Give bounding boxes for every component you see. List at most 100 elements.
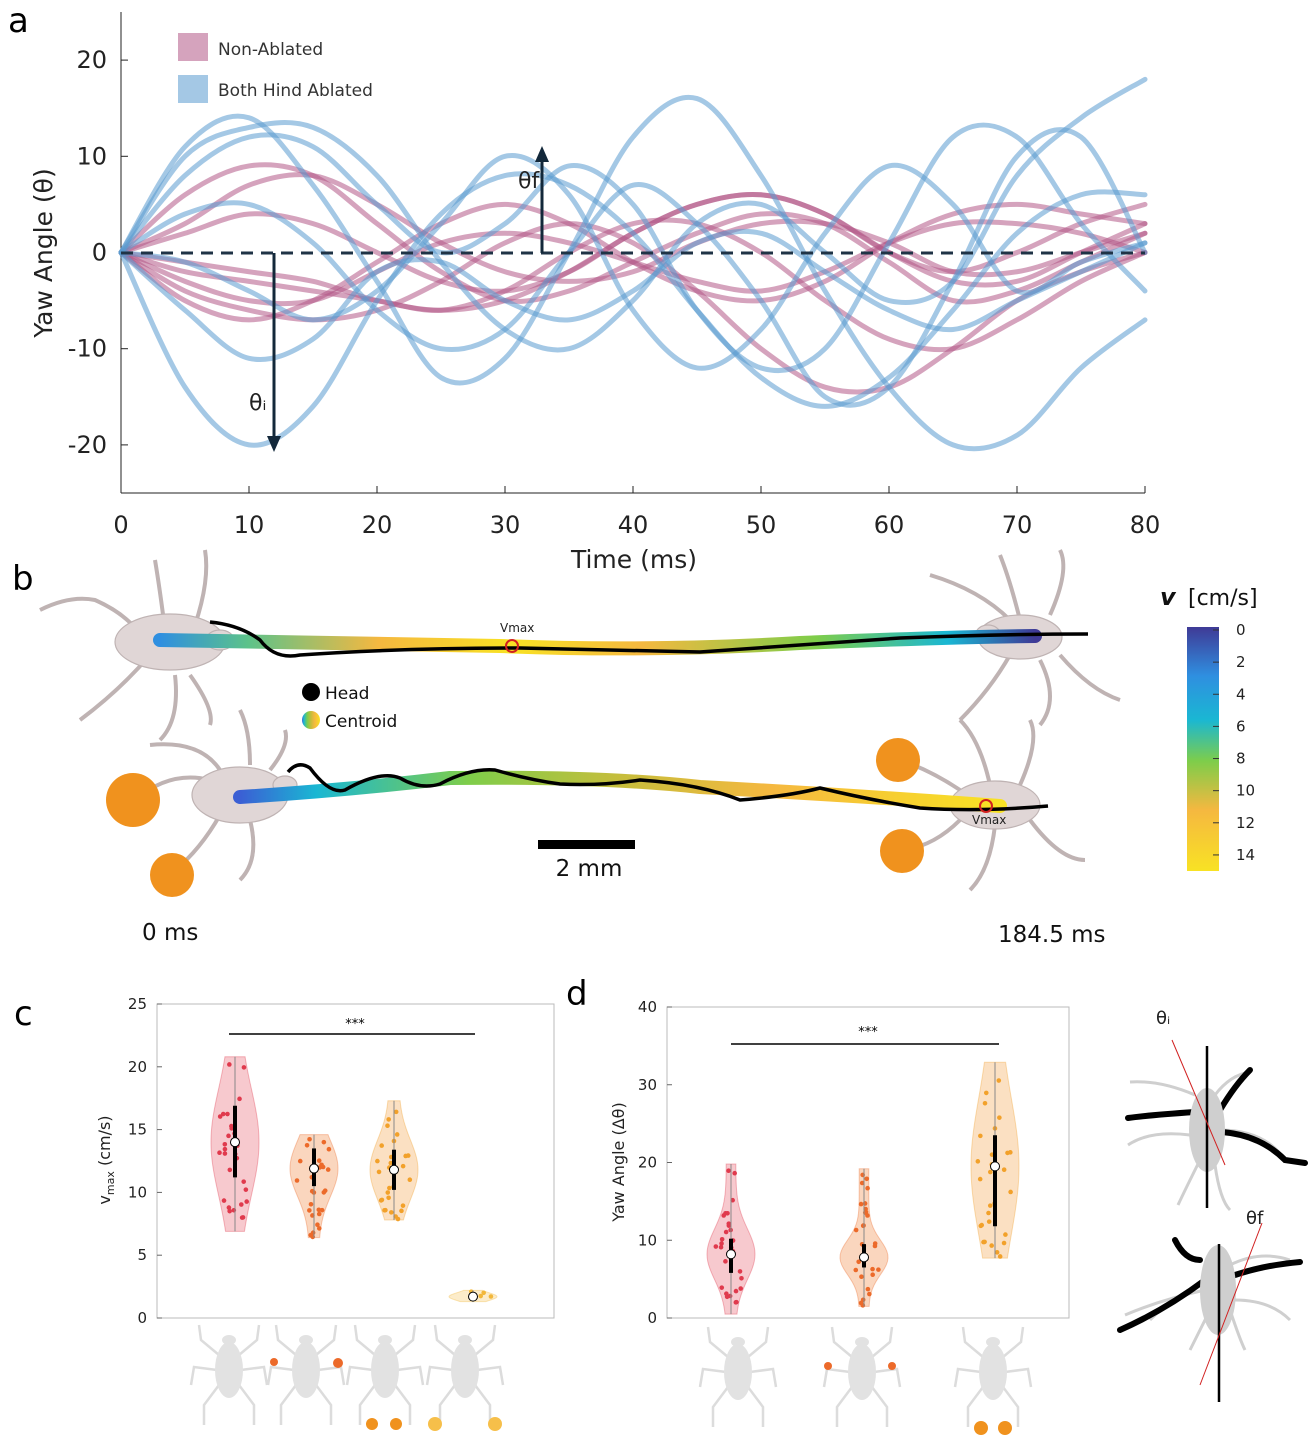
time-start-label: 0 ms bbox=[142, 920, 198, 946]
panel-d-y-label: Yaw Angle (Δθ) bbox=[609, 1102, 628, 1222]
insect-leg bbox=[476, 1365, 505, 1386]
insect-head bbox=[378, 1335, 392, 1345]
data-point bbox=[227, 1167, 233, 1173]
ablation-marker bbox=[270, 1358, 278, 1366]
data-point bbox=[244, 1199, 249, 1204]
y-tick-label: 30 bbox=[638, 1076, 657, 1094]
violin-median bbox=[726, 1249, 736, 1260]
panel-d-y-ticks: 0 10 20 30 40 bbox=[638, 998, 672, 1327]
data-point bbox=[227, 1208, 232, 1214]
data-point bbox=[222, 1151, 228, 1156]
insect-leg bbox=[279, 1384, 297, 1425]
y-tick-label: 0 bbox=[137, 1309, 147, 1327]
data-point bbox=[732, 1170, 737, 1176]
insect-leg bbox=[474, 1384, 492, 1425]
head-legend-icon bbox=[302, 683, 320, 701]
insect-leg bbox=[266, 1365, 295, 1386]
panel-c-condition-icons bbox=[189, 1324, 505, 1431]
y-tick-label: -10 bbox=[68, 335, 107, 363]
data-point bbox=[241, 1065, 247, 1070]
panel-letter-c: c bbox=[14, 994, 33, 1034]
data-point bbox=[867, 1291, 872, 1297]
y-tick-label: 0 bbox=[647, 1309, 657, 1327]
data-point bbox=[394, 1132, 400, 1137]
inset-theta-i-label: θᵢ bbox=[1156, 1008, 1170, 1029]
ablation-marker bbox=[333, 1358, 343, 1368]
data-point bbox=[725, 1210, 730, 1216]
insect-leg bbox=[1004, 1367, 1033, 1388]
insect-leg bbox=[315, 1324, 338, 1356]
data-point bbox=[876, 1267, 881, 1272]
data-point bbox=[726, 1221, 732, 1226]
data-point bbox=[488, 1294, 494, 1299]
ablation-marker bbox=[390, 1418, 402, 1430]
insect-leg bbox=[711, 1386, 729, 1427]
data-point bbox=[1008, 1189, 1013, 1195]
ablation-marker bbox=[880, 829, 924, 873]
insect-leg bbox=[747, 1386, 765, 1427]
data-point bbox=[297, 1158, 303, 1164]
data-point bbox=[316, 1207, 322, 1213]
data-point bbox=[1001, 1240, 1007, 1246]
data-point bbox=[865, 1213, 870, 1218]
condition-insect-icon bbox=[345, 1324, 425, 1430]
violin-median bbox=[468, 1291, 478, 1302]
data-point bbox=[870, 1272, 875, 1278]
condition-insect-icon bbox=[425, 1324, 505, 1431]
data-point bbox=[243, 1187, 249, 1192]
panel-letter-b: b bbox=[12, 559, 34, 599]
violin-median bbox=[990, 1161, 1000, 1172]
colorbar-tick-label: 12 bbox=[1236, 814, 1255, 832]
data-point bbox=[982, 1100, 988, 1106]
data-point bbox=[237, 1096, 242, 1102]
panel-d-violin: 0 10 20 30 40 *** Yaw Angle (Δθ) θᵢ θf bbox=[609, 998, 1308, 1435]
data-point bbox=[997, 1115, 1002, 1120]
insect-leg bbox=[353, 1324, 376, 1356]
insect-leg bbox=[433, 1324, 456, 1356]
y-tick-label: 10 bbox=[638, 1231, 657, 1249]
data-point bbox=[989, 1243, 994, 1248]
data-point bbox=[737, 1269, 743, 1274]
colorbar-tick-label: 10 bbox=[1236, 782, 1255, 800]
condition-insect-icon bbox=[822, 1326, 902, 1427]
insect-leg bbox=[189, 1365, 218, 1386]
data-point bbox=[730, 1197, 735, 1203]
data-point bbox=[379, 1143, 384, 1148]
data-point bbox=[856, 1259, 861, 1265]
data-point bbox=[226, 1205, 232, 1210]
data-point bbox=[733, 1288, 739, 1294]
condition-insect-icon bbox=[698, 1326, 778, 1427]
series-line-hind-ablated bbox=[118, 122, 1148, 373]
x-tick-label: 10 bbox=[234, 511, 265, 539]
data-point bbox=[309, 1188, 315, 1194]
data-point bbox=[997, 1254, 1003, 1259]
data-point bbox=[322, 1188, 328, 1193]
data-point bbox=[853, 1227, 859, 1233]
insect-leg bbox=[197, 1324, 220, 1356]
data-point bbox=[724, 1291, 729, 1297]
insect-leg bbox=[698, 1367, 727, 1388]
inset-theta-f-label: θf bbox=[1246, 1208, 1264, 1229]
insect-body bbox=[292, 1342, 320, 1398]
x-tick-label: 20 bbox=[362, 511, 393, 539]
condition-insect-icon bbox=[953, 1326, 1033, 1435]
vmax-marker-top bbox=[505, 639, 519, 653]
series-line-non-ablated bbox=[118, 221, 1148, 395]
data-point bbox=[734, 1299, 739, 1305]
insect-leg bbox=[873, 1367, 902, 1388]
panel-a-y-label: Yaw Angle (θ) bbox=[29, 168, 58, 338]
centroid-legend-label: Centroid bbox=[325, 712, 397, 732]
data-point bbox=[978, 1133, 983, 1139]
theta-i-label: θᵢ bbox=[249, 391, 266, 416]
insect-leg bbox=[345, 1365, 374, 1386]
data-point bbox=[858, 1201, 864, 1207]
panel-c-violin: 0 5 10 15 20 25 *** vmax (cm/s) bbox=[95, 995, 555, 1431]
data-point bbox=[321, 1139, 327, 1145]
insect-leg bbox=[953, 1367, 982, 1388]
insect-leg bbox=[747, 1326, 770, 1358]
data-point bbox=[977, 1176, 983, 1182]
insect-body bbox=[215, 1342, 243, 1398]
ablation-marker bbox=[428, 1417, 442, 1431]
data-point bbox=[319, 1162, 324, 1168]
data-point bbox=[388, 1160, 394, 1166]
